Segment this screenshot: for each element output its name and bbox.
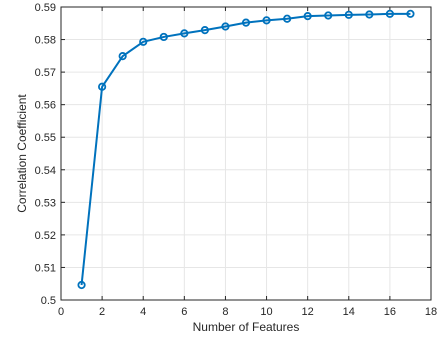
data-point [324, 11, 333, 20]
y-tick-label: 0.55 [35, 132, 56, 144]
data-point [385, 9, 394, 18]
x-tick-label: 18 [425, 306, 437, 318]
y-axis-label: Correlation Coefficient [15, 94, 29, 213]
data-point [98, 82, 107, 91]
plot-area [61, 7, 431, 300]
x-tick-label: 4 [140, 306, 146, 318]
data-point [344, 10, 353, 19]
x-tick-label: 16 [384, 306, 396, 318]
data-point [365, 10, 374, 19]
x-tick-label: 12 [302, 306, 314, 318]
data-point [406, 9, 415, 18]
series-group [77, 9, 415, 290]
axes-box [60, 6, 432, 301]
x-tick-label: 0 [58, 306, 64, 318]
y-tick-label: 0.58 [35, 35, 56, 47]
y-tick-label: 0.57 [35, 67, 56, 79]
x-axis-label: Number of Features [193, 320, 300, 334]
data-point [241, 18, 251, 27]
data-point [221, 22, 230, 31]
x-axis-ticks: 0 2 4 6 8 10 12 14 16 18 [58, 7, 437, 318]
data-point [180, 29, 189, 38]
y-tick-label: 0.56 [35, 100, 56, 112]
y-tick-label: 0.5 [41, 295, 56, 307]
data-point [118, 52, 127, 61]
x-tick-label: 10 [260, 306, 272, 318]
x-tick-label: 2 [99, 306, 105, 318]
x-tick-label: 6 [181, 306, 187, 318]
data-point [262, 16, 271, 25]
y-tick-label: 0.54 [35, 165, 56, 177]
y-tick-label: 0.59 [35, 2, 56, 14]
y-tick-label: 0.53 [35, 197, 56, 209]
data-point [200, 26, 209, 35]
data-point [283, 14, 292, 23]
series-line [80, 12, 411, 286]
x-tick-label: 14 [343, 306, 355, 318]
data-point [139, 37, 148, 46]
y-axis-ticks: 0.5 0.51 0.52 0.53 0.54 0.55 0.56 0.57 0.58 0.59 [35, 2, 431, 307]
y-tick-label: 0.51 [35, 262, 56, 274]
data-point [77, 280, 86, 290]
data-point [159, 32, 168, 42]
axes [60, 6, 432, 301]
data-point [303, 12, 312, 21]
y-tick-label: 0.52 [35, 230, 56, 242]
x-tick-label: 8 [222, 306, 228, 318]
